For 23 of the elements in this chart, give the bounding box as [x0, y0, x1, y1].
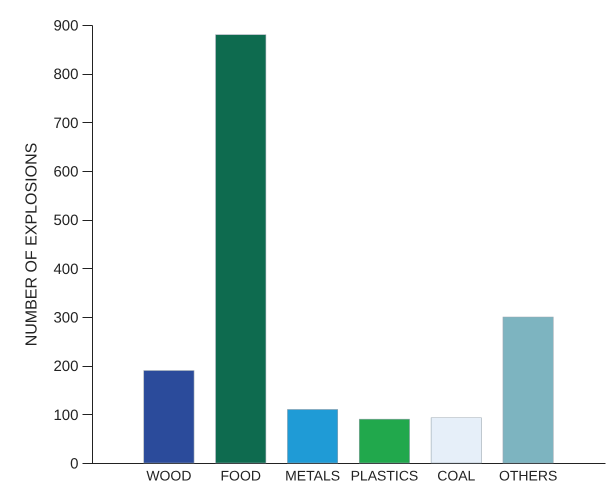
y-tick-label: 900	[53, 18, 78, 34]
y-tick-label: 0	[70, 456, 78, 472]
bar	[502, 316, 554, 464]
x-tick-label: PLASTICS	[350, 468, 418, 484]
x-tick-label: METALS	[285, 468, 340, 484]
bar	[215, 34, 266, 464]
y-tick-label: 800	[53, 66, 78, 84]
x-tick-label: WOOD	[146, 468, 192, 484]
y-tick-label: 600	[53, 164, 78, 180]
bar	[430, 417, 482, 464]
x-tick-label: OTHERS	[498, 468, 558, 484]
y-axis-title: NUMBER OF EXPLOSIONS	[23, 142, 40, 346]
x-tick-label: COAL	[437, 468, 476, 484]
x-tick-label: FOOD	[220, 468, 261, 484]
y-tick-label: 700	[53, 114, 78, 132]
y-tick-label: 500	[53, 212, 78, 230]
bar	[143, 370, 194, 464]
y-tick-label: 300	[53, 310, 78, 326]
y-tick-label: 200	[53, 358, 78, 376]
y-tick-label: 400	[53, 260, 78, 278]
bar	[287, 409, 338, 464]
y-tick-label: 100	[53, 406, 78, 424]
bar	[358, 418, 410, 464]
